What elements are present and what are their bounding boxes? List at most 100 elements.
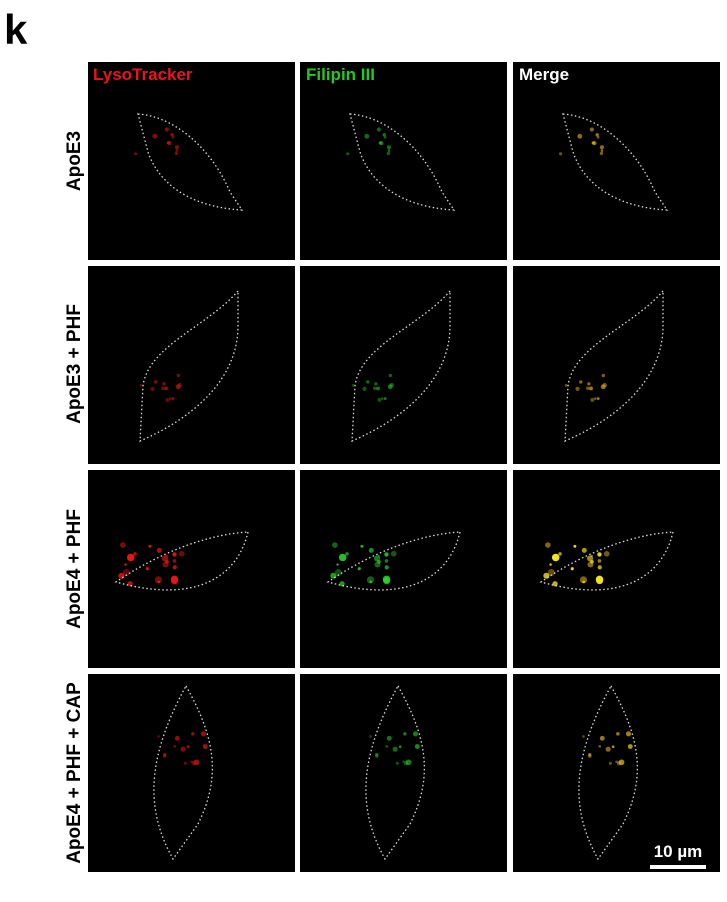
column-header: Filipin III (306, 65, 375, 84)
cell-outline (153, 684, 213, 861)
row-label: ApoE3 (64, 131, 85, 191)
fluorescent-spot (145, 567, 149, 571)
fluorescent-spot (160, 386, 165, 391)
fluorescent-spot (336, 563, 339, 566)
fluorescent-spot (364, 133, 370, 139)
cell-outline (562, 113, 669, 211)
fluorescent-spot (600, 149, 604, 152)
fluorescent-spot (174, 735, 180, 741)
microscopy-panel (300, 470, 507, 668)
fluorescent-spot (376, 386, 380, 391)
fluorescent-spot (592, 141, 597, 146)
fluorescent-spot (602, 382, 607, 388)
fluorescent-spot (139, 383, 143, 387)
fluorescent-spot (154, 380, 158, 384)
fluorescent-spot (127, 581, 133, 587)
fluorescent-spot (599, 735, 605, 741)
fluorescent-spot (332, 542, 338, 548)
fluorescent-spot (385, 745, 389, 748)
fluorescent-spot (172, 552, 177, 557)
fluorescent-spot (174, 151, 179, 156)
fluorescent-spot (387, 384, 393, 390)
fluorescent-spot (375, 752, 379, 757)
microscopy-panel (513, 62, 720, 260)
fluorescent-spot (386, 151, 391, 156)
fluorescent-spot (618, 759, 625, 766)
fluorescent-spot (162, 382, 166, 386)
fluorescent-spot (167, 141, 172, 146)
cell-outline (578, 684, 638, 861)
fluorescent-spot (157, 735, 160, 738)
fluorescent-spot (590, 397, 595, 402)
panel-background (300, 266, 507, 464)
microscopy-panel (300, 266, 507, 464)
fluorescent-spot (384, 552, 389, 557)
fluorescent-spot (164, 127, 169, 132)
fluorescent-spot (597, 565, 602, 570)
fluorescent-spot (180, 746, 186, 752)
cell-outline (139, 289, 239, 443)
panel-label: k (4, 6, 28, 53)
fluorescent-spot (559, 152, 563, 156)
fluorescent-spot (376, 127, 381, 132)
fluorescent-spot (186, 745, 190, 749)
fluorescent-spot (174, 145, 179, 150)
panel-background (88, 62, 295, 260)
fluorescent-spot (360, 544, 364, 548)
scale-bar (650, 865, 706, 869)
fluorescent-spot (171, 135, 175, 139)
row-label: ApoE4 + PHF (64, 509, 85, 629)
panel-background (513, 62, 720, 260)
fluorescent-spot (627, 744, 633, 749)
fluorescent-spot (625, 731, 632, 737)
fluorescent-spot (589, 127, 594, 132)
fluorescent-spot (133, 552, 137, 556)
fluorescent-spot (150, 386, 155, 391)
fluorescent-spot (402, 760, 405, 764)
fluorescent-spot (170, 133, 174, 137)
microscopy-panel (513, 266, 720, 464)
fluorescent-spot (383, 135, 387, 139)
fluorescent-spot (384, 565, 389, 570)
microscopy-panel (88, 62, 295, 260)
fluorescent-spot (351, 383, 355, 387)
fluorescent-spot (379, 141, 384, 146)
fluorescent-spot (172, 559, 177, 563)
fluorescent-spot (597, 559, 602, 563)
panel-background (88, 470, 295, 668)
fluorescent-spot (120, 542, 126, 548)
fluorescent-spot (405, 759, 412, 766)
panel-background (88, 674, 295, 872)
fluorescent-spot (603, 550, 610, 557)
fluorescent-spot (339, 581, 345, 587)
fluorescent-spot (380, 397, 384, 400)
fluorescent-spot (163, 752, 167, 757)
fluorescent-spot (164, 386, 168, 391)
fluorescent-spot (395, 761, 399, 765)
fluorescent-spot (390, 550, 397, 557)
fluorescent-spot (551, 553, 560, 562)
fluorescent-spot (601, 373, 606, 378)
fluorescent-spot (372, 386, 377, 391)
fluorescent-spot (599, 151, 604, 156)
fluorescent-spot (392, 746, 398, 752)
fluorescent-spot (384, 559, 389, 563)
fluorescent-spot (605, 746, 611, 752)
fluorescent-spot (383, 397, 387, 400)
fluorescent-spot (165, 397, 170, 402)
fluorescent-spot (599, 145, 604, 150)
microscopy-panel (88, 266, 295, 464)
cell-outline (114, 531, 249, 591)
cell-outline (326, 531, 461, 591)
fluorescent-spot (368, 547, 374, 553)
microscopy-panel (300, 62, 507, 260)
fluorescent-spot (389, 382, 394, 388)
fluorescent-spot (369, 735, 372, 738)
fluorescent-spot (200, 731, 207, 737)
fluorescent-spot (579, 576, 588, 584)
fluorescent-spot (595, 133, 599, 137)
fluorescent-spot (398, 745, 402, 749)
panel-background (88, 266, 295, 464)
panel-background (513, 470, 720, 668)
fluorescent-spot (176, 373, 181, 378)
